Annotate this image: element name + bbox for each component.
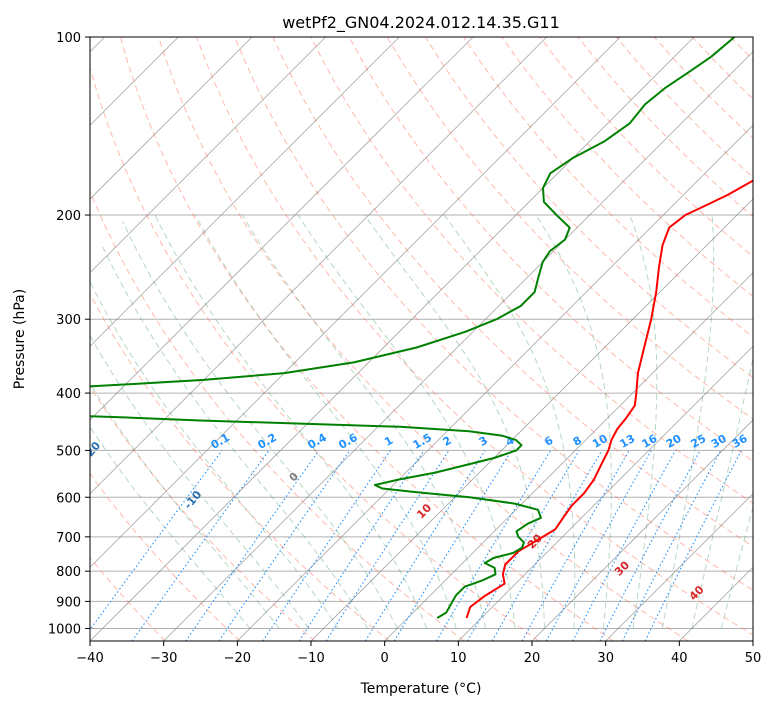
y-tick-label: 400 — [56, 387, 81, 402]
y-tick-label: 500 — [56, 444, 81, 459]
dry-adiabat-line — [501, 37, 753, 298]
moist-adiabat-line — [90, 382, 280, 629]
y-axis-label: Pressure (hPa) — [12, 289, 28, 389]
moist-adiabat-line — [535, 214, 612, 629]
isotherm-line — [90, 37, 547, 495]
dry-adiabat-line — [234, 37, 753, 591]
mixing-ratio-line — [298, 450, 425, 641]
mixing-ratio-line — [218, 450, 351, 641]
isotherm-line — [605, 493, 753, 641]
y-tick-label: 700 — [56, 531, 81, 546]
isotherm-line — [163, 51, 753, 641]
isotherm-line — [90, 37, 326, 274]
moist-adiabat-line — [194, 214, 457, 629]
x-tick-label: 0 — [381, 651, 389, 666]
isotherm-line — [531, 419, 753, 641]
dry-adiabat-line — [158, 37, 689, 641]
dry-adiabat-line — [90, 292, 390, 641]
moist-adiabat-line — [364, 214, 545, 629]
mixing-ratio-line — [572, 450, 676, 641]
moist-adiabat-line — [122, 221, 398, 629]
moist-adiabat-line — [297, 214, 516, 629]
isotherm-line — [458, 345, 753, 641]
dry-adiabat-line — [463, 37, 753, 338]
mixing-ratio-line — [262, 450, 391, 641]
isotherm-line — [310, 198, 753, 641]
x-tick-label: −10 — [297, 651, 324, 666]
moist-adiabat-line — [629, 214, 658, 629]
isotherm-line — [90, 37, 621, 568]
moist-adiabat-line — [90, 280, 339, 629]
y-tick-label: 300 — [56, 313, 81, 328]
dry-adiabat-line — [119, 37, 614, 641]
isotherm-line — [90, 37, 253, 200]
temperature-profile-line — [465, 179, 753, 619]
dry-adiabat-line — [90, 190, 465, 641]
moist-adiabat-line — [154, 214, 428, 629]
isotherm-line — [90, 37, 474, 421]
axis-layer: −40 −30 −20 −10 0 10 20 30 40 50 100 200 300 400 500 60… — [48, 31, 761, 666]
x-tick-label: −30 — [150, 651, 177, 666]
mixing-ratio-line — [644, 450, 742, 641]
x-tick-label: 40 — [671, 651, 688, 666]
moist-adiabat-line — [90, 334, 310, 629]
series-layer — [90, 37, 753, 619]
y-tick-label: 800 — [56, 565, 81, 580]
moist-adiabat-line — [90, 426, 251, 629]
dry-adiabat-line — [348, 37, 753, 462]
mixing-ratio-line — [90, 450, 223, 631]
isotherm-line — [237, 124, 753, 641]
y-tick-label: 600 — [56, 491, 81, 506]
chart-title: wetPf2_GN04.2024.012.14.35.G11 — [282, 13, 560, 33]
mixing-ratio-line — [621, 450, 722, 641]
mixing-ratio-line — [185, 450, 320, 641]
x-tick-label: −40 — [76, 651, 103, 666]
y-tick-label: 200 — [56, 209, 81, 224]
plot-frame — [89, 36, 754, 642]
isotherm-line — [90, 37, 400, 347]
dry-adiabat-line — [272, 37, 753, 547]
dry-adiabat-line — [424, 37, 753, 379]
x-tick-label: 30 — [597, 651, 614, 666]
moist-adiabat-line — [241, 214, 487, 629]
x-axis-label: Temperature (°C) — [360, 681, 482, 697]
dewpoint-profile-line — [90, 37, 736, 619]
dry-adiabat-line — [90, 472, 241, 641]
y-tick-label: 1000 — [48, 623, 81, 638]
mixing-ratio-line — [545, 450, 652, 641]
isotherm-line — [384, 272, 753, 641]
moist-adiabat-line — [661, 214, 715, 629]
moist-adiabat-line — [443, 214, 576, 629]
grid-layer — [90, 37, 753, 641]
x-tick-label: 50 — [745, 651, 762, 666]
mixing-ratio-line — [325, 450, 450, 641]
dry-adiabat-line — [386, 37, 753, 420]
moist-adiabat-line — [691, 355, 753, 629]
dry-adiabat-line — [310, 37, 753, 504]
x-tick-label: 20 — [524, 651, 541, 666]
moist-adiabat-line — [101, 245, 369, 629]
dry-adiabat-line — [196, 37, 753, 636]
x-tick-label: −20 — [224, 651, 251, 666]
y-tick-label: 900 — [56, 595, 81, 610]
y-tick-label: 100 — [56, 31, 81, 46]
dry-adiabat-line — [90, 385, 316, 641]
isotherm-line — [90, 37, 695, 641]
mixing-ratio-line — [131, 450, 270, 641]
x-tick-label: 10 — [450, 651, 467, 666]
mixing-ratio-line — [521, 450, 630, 641]
mixing-ratio-line — [393, 450, 513, 641]
